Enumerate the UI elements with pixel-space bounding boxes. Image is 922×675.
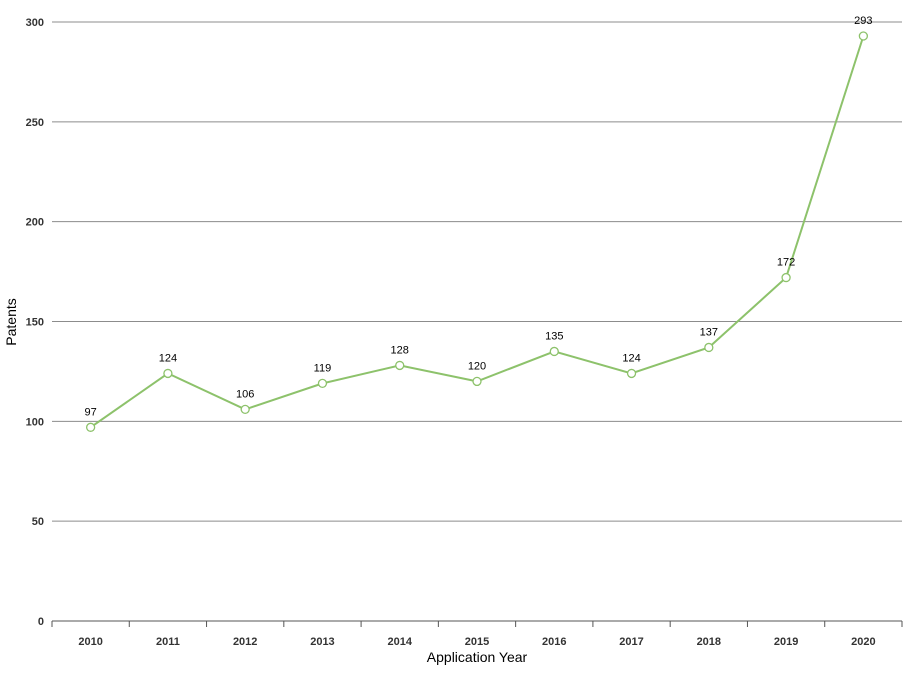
y-tick-labels: 0 50 100 150 200 250 300 — [26, 17, 44, 628]
x-tick-label: 2010 — [78, 636, 102, 648]
y-tick-label: 250 — [26, 117, 44, 129]
y-tick-label: 150 — [26, 317, 44, 329]
data-label: 293 — [854, 15, 872, 27]
data-label: 128 — [391, 344, 409, 356]
data-point-marker[interactable] — [858, 31, 869, 41]
x-tick-labels: 2010 2011 2012 2013 2014 2015 2016 2017 2018 2019… — [78, 636, 875, 648]
data-point-marker[interactable] — [163, 368, 173, 379]
x-tick-label: 2018 — [697, 636, 721, 648]
x-tick-label: 2016 — [542, 636, 566, 648]
data-label: 124 — [159, 352, 177, 364]
data-label: 172 — [777, 257, 795, 269]
data-labels: 97 124 106 119 128 120 135 124 137 172 293 — [85, 15, 873, 418]
y-axis-title: Patents — [3, 298, 19, 345]
data-point-marker[interactable] — [395, 360, 405, 371]
data-label: 137 — [700, 326, 718, 338]
y-tick-label: 50 — [32, 516, 44, 528]
x-axis-title: Application Year — [427, 649, 528, 665]
data-point-marker[interactable] — [317, 378, 328, 389]
data-point-marker[interactable] — [85, 422, 96, 432]
y-tick-label: 300 — [26, 17, 44, 29]
y-tick-label: 100 — [26, 416, 44, 428]
x-tick-label: 2017 — [619, 636, 643, 648]
x-tick-label: 2011 — [156, 636, 180, 648]
x-tick-label: 2014 — [387, 636, 412, 648]
data-point-marker[interactable] — [626, 368, 637, 379]
x-tick-label: 2012 — [233, 636, 257, 648]
data-point-marker[interactable] — [549, 346, 559, 357]
axes — [51, 620, 903, 627]
series — [85, 31, 869, 432]
x-tick-label: 2019 — [774, 636, 798, 648]
data-point-marker[interactable] — [240, 404, 250, 415]
x-tick-label: 2020 — [851, 636, 875, 648]
data-point-marker[interactable] — [472, 376, 482, 387]
data-point-marker[interactable] — [704, 342, 714, 353]
x-tick-label: 2015 — [465, 636, 489, 648]
data-label: 120 — [468, 360, 486, 372]
data-label: 106 — [236, 388, 254, 400]
y-tick-label: 200 — [26, 217, 44, 229]
data-label: 119 — [314, 362, 332, 374]
data-label: 124 — [622, 352, 640, 364]
data-point-marker[interactable] — [781, 272, 791, 283]
x-tick-label: 2013 — [310, 636, 334, 648]
y-tick-label: 0 — [38, 616, 44, 628]
gridlines — [52, 21, 902, 522]
data-label: 135 — [545, 330, 563, 342]
data-label: 97 — [85, 406, 97, 418]
